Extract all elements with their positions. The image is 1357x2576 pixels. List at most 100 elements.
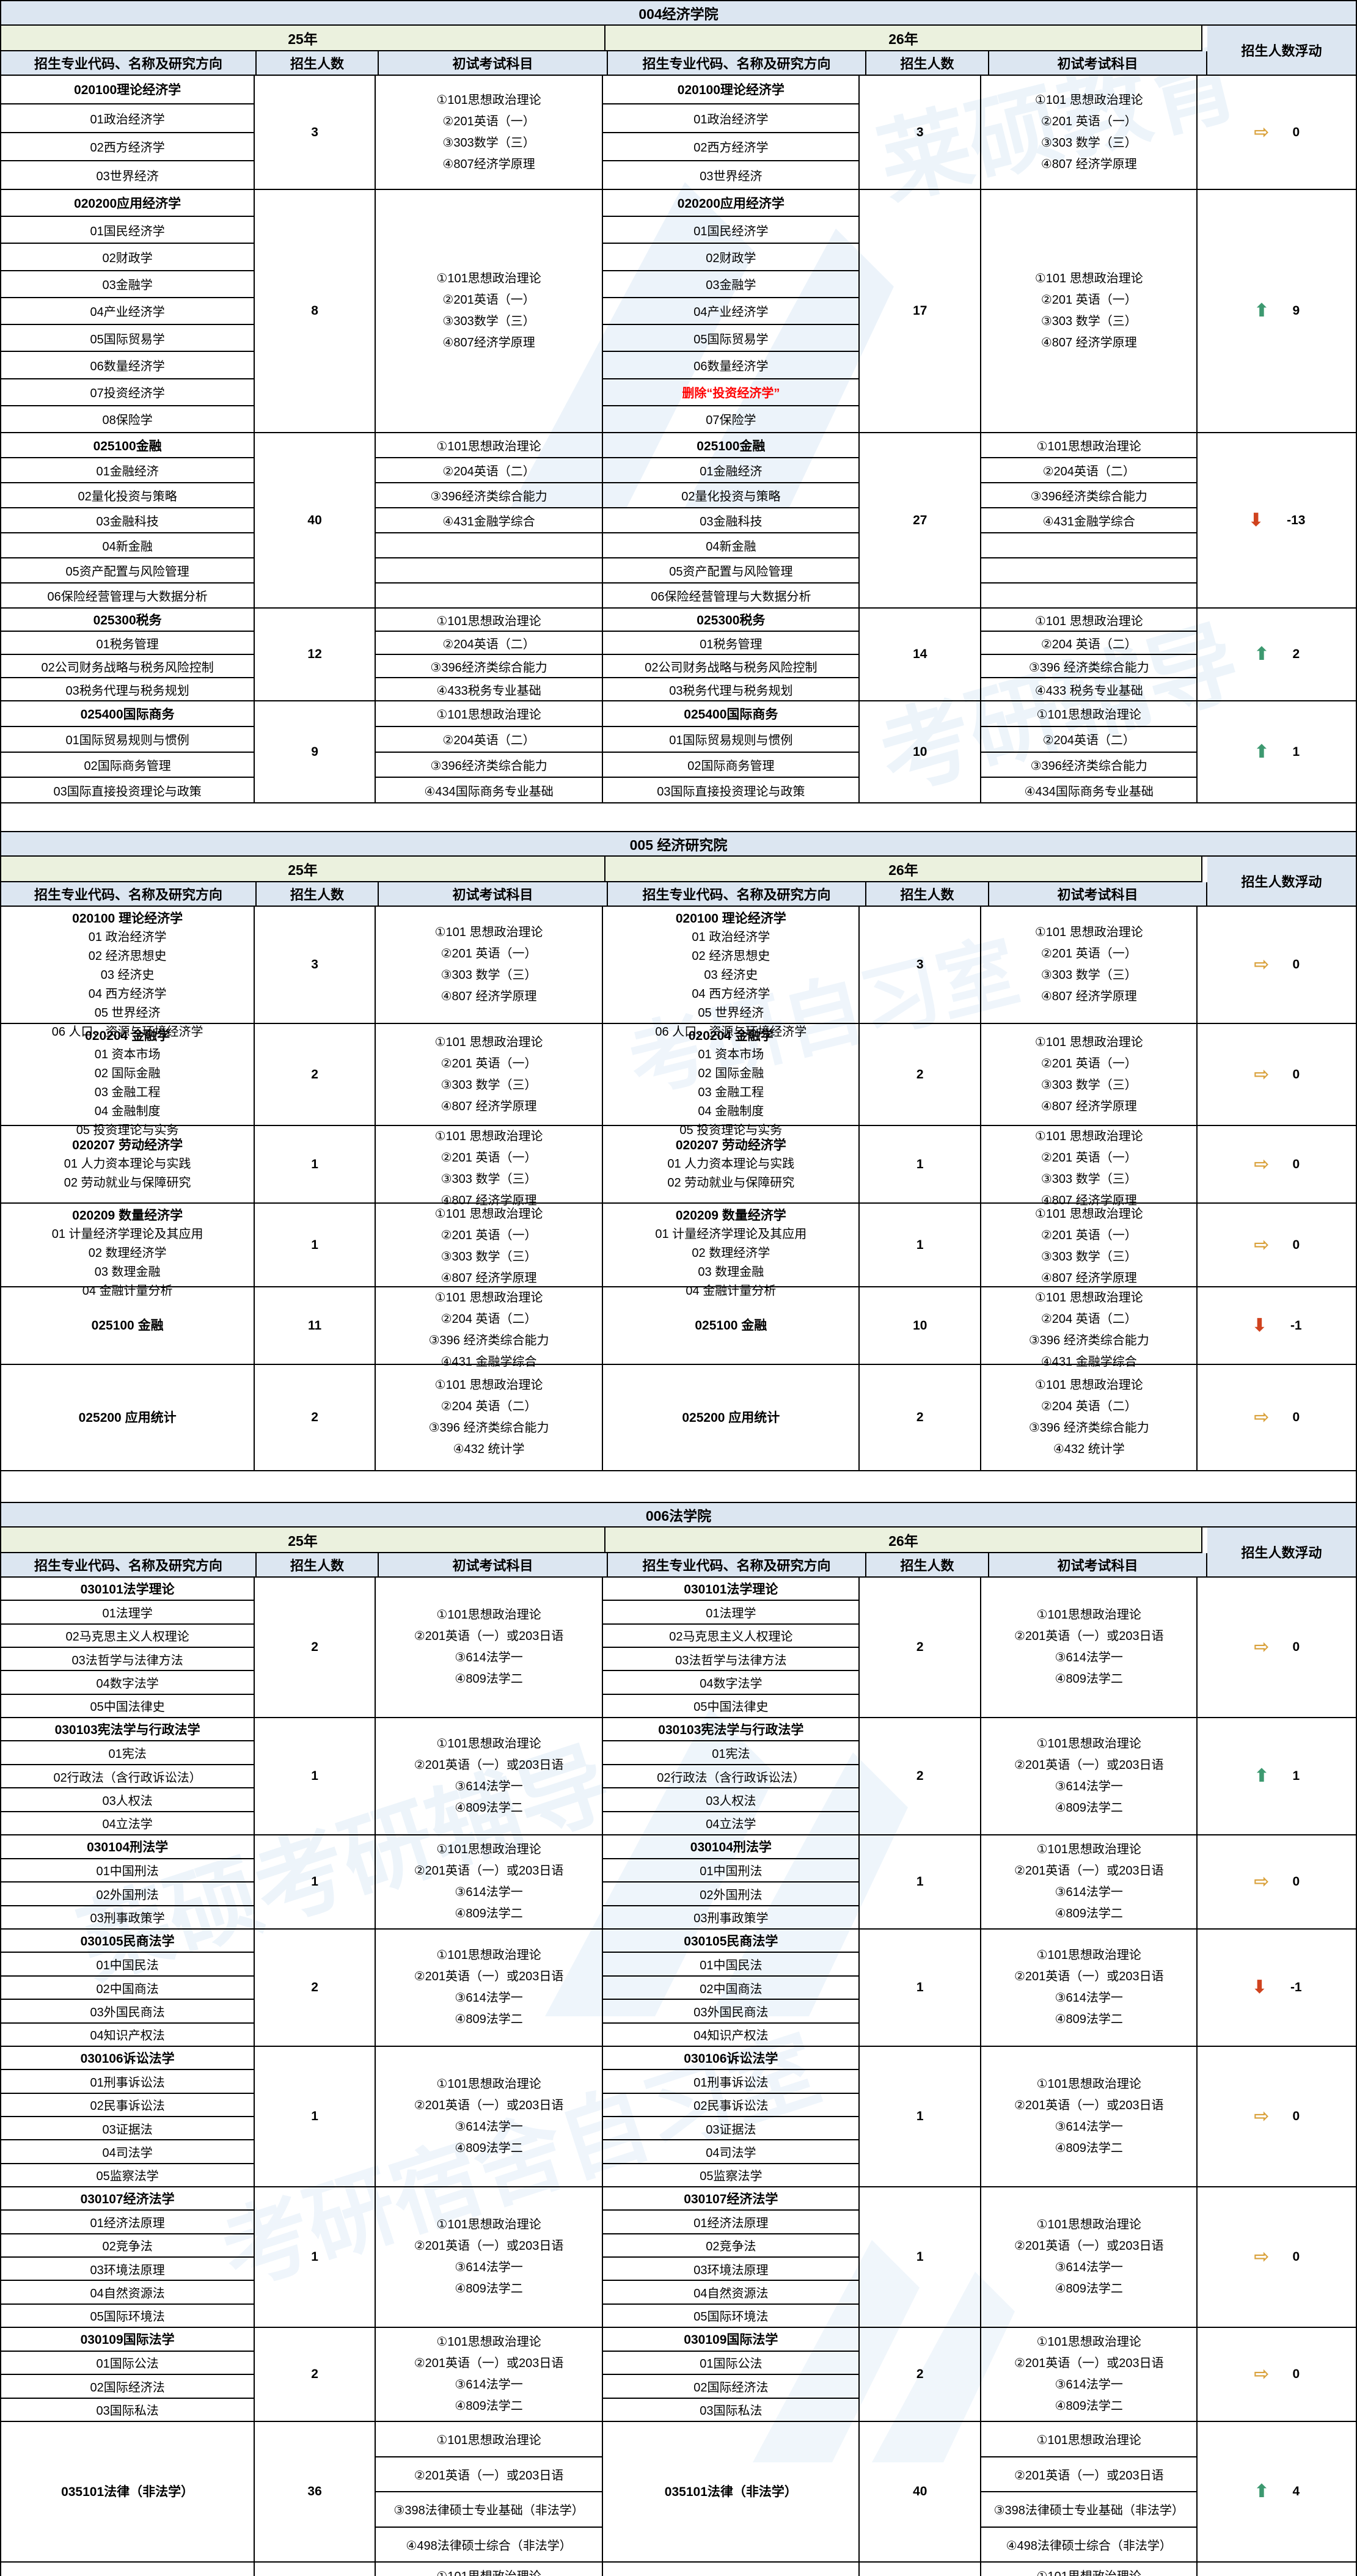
direction-label: 03环境法原理 — [603, 2258, 859, 2281]
subject-row — [981, 558, 1197, 584]
exam-subjects-column: ①101 思想政治理论 ②201 英语（一） ③303 数学（三） ④807 经济学原… — [376, 1024, 604, 1125]
fluct-value: -13 — [1287, 513, 1306, 527]
subject-line: ①101思想政治理论 — [1036, 2218, 1141, 2231]
program-name-column: 025200 应用统计 — [603, 1365, 860, 1470]
direction-label: 02中国商法 — [1, 1977, 254, 2000]
direction-label: 01国际公法 — [603, 2352, 859, 2375]
enrollment-count-column: 1 — [255, 1835, 376, 1928]
direction-label: 03国际直接投资理论与政策 — [657, 785, 805, 799]
fluctuation-cell: ⬇ -1 — [1198, 1930, 1356, 2046]
enrollment-count: 17 — [913, 304, 927, 318]
subject-line: ③396 经济类综合能力 — [1028, 1334, 1149, 1347]
subject-line: ②201英语（一）或203日语 — [1014, 2357, 1164, 2370]
enrollment-count-column: 10 — [860, 1287, 982, 1364]
enrollment-count-column: 2 — [255, 1024, 376, 1125]
enrollment-count-column: 9 — [255, 701, 376, 802]
direction-label: 04 金融制度 — [94, 1105, 161, 1118]
program-code: 025200 应用统计 — [682, 1410, 780, 1425]
exam-subjects-column: ①101思想政治理论 ②201英语（一）或203日语 ③614法学一 ④809法学二 — [376, 1835, 604, 1928]
program-name-column: 020207 劳动经济学 01 人力资本理论与实践 02 劳动就业与保障研究 — [1, 1126, 255, 1202]
year-25-header: 25年 — [1, 857, 605, 882]
exam-subjects-cell: ①101思想政治理论 ②201英语（一）或203日语 ③614法学一 ④809法学二 — [981, 1930, 1196, 2046]
program-code: 030104刑法学 — [603, 1835, 859, 1859]
program-code: 020204 金融学 — [688, 1029, 774, 1043]
subject-line: ③614法学一 — [455, 1886, 523, 1899]
direction-label: 01中国刑法 — [603, 1859, 859, 1883]
fluctuation-column: ⇨ 0 — [1198, 1835, 1356, 1928]
subject-line: ②201 英语（一） — [1041, 1229, 1137, 1242]
subject-line: ④807 经济学原理 — [441, 1272, 537, 1285]
subject-line: ③303 数学（三） — [1041, 315, 1137, 328]
direction-label: 04产业经济学 — [603, 298, 859, 326]
fluct-value: 0 — [1292, 1237, 1300, 1252]
subject-row — [375, 533, 602, 558]
direction-label: 03 经济史 — [704, 968, 758, 982]
exam-subjects-column: ①101思想政治理论 ②201英语（一）或203日语 ③614法学一 ④809法学二 — [376, 2187, 604, 2327]
enrollment-count: 27 — [913, 513, 927, 527]
subject-line: ①101 思想政治理论 — [434, 1130, 543, 1143]
direction-label: 02国际经济法 — [603, 2375, 859, 2399]
fluct-value: -1 — [1290, 1318, 1302, 1333]
direction-label: 05 世界经济 — [698, 1006, 764, 1020]
enrollment-count-column: 1 — [860, 1204, 982, 1286]
exam-subjects-cell: ①101 思想政治理论 ②201 英语（一） ③303 数学（三） ④807 经济学原… — [981, 1024, 1196, 1125]
direction-label: 01中国刑法 — [1, 1859, 254, 1883]
direction-label: 05 世界经济 — [94, 1006, 161, 1020]
exam-subjects-cell: ①101 思想政治理论 ②201 英语（一） ③303 数学（三） ④807 经济学原… — [981, 907, 1196, 1023]
exam-subjects-column: ①101 思想政治理论 ②201 英语（一） ③303 数学（三） ④807 经济学原… — [376, 1204, 604, 1286]
enrollment-count-column: 11 — [255, 1287, 376, 1364]
program-block: 020100 理论经济学 01 政治经济学 02 经济思想史 03 经济史 04 西方经… — [1, 907, 1356, 1039]
program-code: 020207 劳动经济学 — [72, 1138, 183, 1152]
subject-line: ③303 数学（三） — [1041, 136, 1137, 150]
exam-subjects-cell: ①101 思想政治理论 ②201 英语（一） ③303 数学（三） ④807 经济学原… — [981, 190, 1196, 432]
program-name-column: 025400国际商务 01国际贸易规则与惯例 02国际商务管理 03国际直接投资理论与… — [603, 701, 860, 802]
fluct-arrow-flat-icon: ⇨ — [1254, 1154, 1270, 1174]
fluct-value: 0 — [1292, 2250, 1300, 2264]
subject-line: ④807 经济学原理 — [441, 990, 537, 1003]
direction-label: 01税务管理 — [603, 632, 859, 655]
subject-line: ①101思想政治理论 — [1036, 2077, 1141, 2091]
direction-label: 06保险经营管理与大数据分析 — [651, 590, 811, 604]
enrollment-count-column: 2 — [860, 1365, 982, 1470]
subject-line: ④809法学二 — [455, 1672, 523, 1686]
subject-line: ④809法学二 — [1055, 2142, 1123, 2155]
enrollment-count-column: 3 — [255, 76, 376, 189]
program-name-cell: 020100 理论经济学 01 政治经济学 02 经济思想史 03 经济史 04 西方经… — [603, 907, 858, 1044]
program-name-column: 030109国际法学 01国际公法 02国际经济法 03国际私法 — [603, 2328, 860, 2421]
exam-subjects-column: ①101 思想政治理论 ②201 英语（一） ③303 数学（三） ④807 经济学原… — [376, 907, 604, 1023]
direction-label: 04新金融 — [1, 533, 254, 558]
fluctuation-column: ⇨ 0 — [1198, 1204, 1356, 1286]
exam-subjects-column: ①101思想政治理论 ②201英语（一）或203日语 ③614法学一 ④809法学二 — [981, 1718, 1198, 1834]
direction-label: 02国际商务管理 — [603, 753, 859, 778]
subject-line: ④809法学二 — [1055, 1672, 1123, 1686]
direction-label: 05资产配置与风险管理 — [1, 558, 254, 584]
direction-label: 01国民经济学 — [603, 217, 859, 244]
program-code: 020200应用经济学 — [1, 190, 254, 218]
subject-row — [981, 533, 1197, 558]
subject-line: ④432 统计学 — [1053, 1443, 1125, 1456]
subject-line: ④807 经济学原理 — [1041, 1099, 1137, 1113]
header-left: 25年 26年 招生专业代码、名称及研究方向 招生人数 初试考试科目 招生专业代码、名称及… — [1, 857, 1207, 906]
direction-label: 04立法学 — [102, 1818, 153, 1832]
col-header-subjects: 初试考试科目 — [989, 1553, 1207, 1576]
exam-subjects-column: ①101 思想政治理论 ②201 英语（一） ③303 数学（三） ④807 经济学原… — [981, 190, 1198, 432]
direction-label: 01 资本市场 — [698, 1048, 764, 1061]
exam-subjects-cell: ①101思想政治理论 ②201英语（一）或203日语 ③614法学一 ④809法学二 — [981, 1835, 1196, 1928]
subject-line: ②201英语（一）或203日语 — [1014, 2099, 1164, 2112]
subject-row: ④433 税务专业基础 — [1034, 684, 1143, 698]
program-name-column: 025300税务 01税务管理 02公司财务战略与税务风险控制 03税务代理与税务规划 — [1, 609, 255, 700]
enrollment-count-column: 1 — [255, 2187, 376, 2327]
direction-label: 03证据法 — [1, 2117, 254, 2141]
subject-line: ②201英语（一） — [442, 293, 535, 307]
enrollment-count: 10 — [913, 744, 927, 759]
subject-row: ③398法律硕士专业基础（非法学） — [375, 2492, 602, 2528]
direction-label: 01法理学 — [1, 1601, 254, 1625]
fluct-value: 1 — [1292, 744, 1300, 759]
exam-subjects-column: ①101 思想政治理论 ②204 英语（二） ③396 经济类综合能力 ④431 金融… — [981, 1287, 1198, 1369]
enrollment-count-column: 28 — [860, 2563, 982, 2576]
enrollment-count-column: 12 — [255, 609, 376, 700]
direction-label: 02量化投资与策略 — [603, 483, 859, 508]
enrollment-count: 10 — [913, 1318, 927, 1333]
subject-line: ④807 经济学原理 — [441, 1194, 537, 1207]
